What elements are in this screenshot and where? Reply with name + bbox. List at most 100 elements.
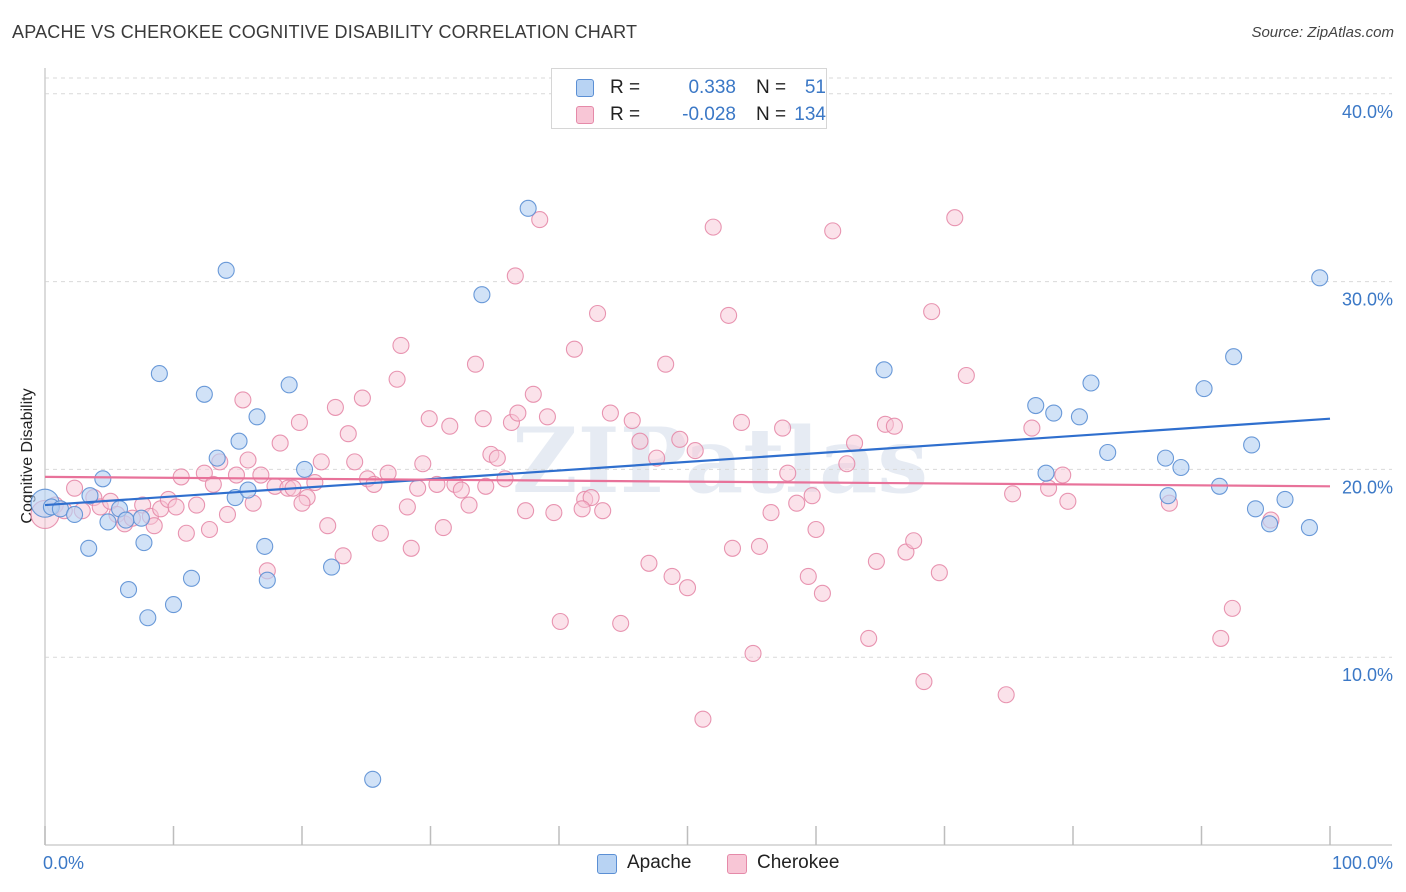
- legend-label: Apache: [627, 852, 692, 873]
- apache-point: [99, 513, 117, 531]
- source-credit: Source: ZipAtlas.com: [1251, 24, 1394, 41]
- cherokee-point: [923, 303, 941, 321]
- cherokee-point: [1004, 485, 1022, 503]
- cherokee-point: [838, 455, 856, 473]
- cherokee-point: [744, 644, 762, 662]
- apache-point: [1027, 396, 1045, 415]
- cherokee-point: [293, 494, 311, 512]
- r-value: 0.338: [688, 77, 736, 98]
- cherokee-point: [420, 410, 438, 428]
- y-tick-label: 10.0%: [1342, 665, 1393, 685]
- legend-label: Cherokee: [757, 852, 840, 873]
- y-tick-label: 20.0%: [1342, 477, 1393, 497]
- cherokee-point: [723, 539, 742, 557]
- cherokee-swatch: [576, 106, 594, 124]
- cherokee-swatch: [727, 854, 747, 874]
- cherokee-point: [460, 496, 478, 514]
- cherokee-point: [631, 432, 649, 450]
- cherokee-point: [788, 494, 806, 512]
- tick-labels: 10.0% 20.0% 30.0% 40.0% 0.0% 100.0%: [43, 102, 1393, 873]
- x-tick-label: 0.0%: [43, 853, 84, 873]
- cherokee-point: [663, 567, 681, 585]
- cherokee-point: [915, 673, 933, 691]
- cherokee-point: [188, 496, 206, 514]
- x-tick-label: 100.0%: [1332, 853, 1393, 873]
- cherokee-point: [720, 306, 738, 324]
- cherokee-point: [1223, 599, 1241, 617]
- cherokee-point: [531, 211, 549, 229]
- apache-point: [519, 199, 537, 217]
- cherokee-point: [488, 449, 506, 467]
- apache-point: [1225, 348, 1243, 366]
- cherokee-point: [640, 554, 658, 572]
- cherokee-point: [657, 355, 675, 373]
- cherokee-point: [813, 584, 831, 602]
- series-legend: Apache Cherokee: [0, 852, 1406, 878]
- cherokee-point: [474, 410, 492, 428]
- cherokee-point: [1212, 629, 1230, 647]
- apache-swatch: [597, 854, 617, 874]
- cherokee-point: [732, 413, 751, 431]
- cherokee-point: [762, 504, 780, 522]
- apache-point: [1195, 380, 1213, 398]
- cherokee-point: [538, 408, 556, 426]
- cherokee-point: [312, 453, 330, 471]
- n-value: 51: [804, 77, 826, 98]
- cherokee-points: [30, 209, 1280, 728]
- apache-point: [296, 460, 314, 478]
- cherokee-point: [671, 430, 689, 448]
- apache-point: [1261, 515, 1279, 533]
- apache-point: [473, 286, 491, 304]
- cherokee-point: [774, 419, 792, 437]
- cherokee-point: [678, 579, 697, 597]
- cherokee-point: [339, 425, 357, 443]
- cherokee-point: [1023, 419, 1041, 437]
- cherokee-point: [694, 710, 712, 728]
- apache-point: [1099, 443, 1117, 462]
- cherokee-point: [612, 614, 630, 632]
- cherokee-point: [66, 479, 84, 497]
- cherokee-point: [573, 500, 591, 518]
- cherokee-point: [623, 412, 641, 430]
- apache-trend-line: [44, 417, 1331, 507]
- cherokee-point: [200, 520, 219, 539]
- apache-point: [875, 361, 893, 379]
- apache-point: [1037, 464, 1055, 482]
- apache-point: [94, 470, 112, 488]
- cherokee-point: [648, 449, 666, 467]
- apache-point: [139, 609, 157, 627]
- apache-point: [230, 432, 248, 450]
- cherokee-point: [227, 466, 246, 484]
- chart-title: APACHE VS CHEROKEE COGNITIVE DISABILITY …: [12, 22, 638, 42]
- apache-point: [1172, 458, 1190, 477]
- cherokee-point: [239, 451, 257, 469]
- apache-point: [119, 581, 138, 599]
- apache-swatch: [576, 79, 594, 97]
- cherokee-point: [218, 505, 237, 524]
- apache-point: [150, 365, 168, 383]
- cherokee-point: [477, 477, 495, 495]
- apache-point: [1070, 408, 1088, 426]
- cherokee-point: [177, 524, 195, 542]
- n-label: N =: [756, 77, 787, 98]
- apache-point: [1159, 487, 1177, 505]
- apache-point: [217, 261, 235, 279]
- cherokee-point: [271, 434, 289, 452]
- apache-point: [323, 558, 341, 576]
- apache-point: [117, 511, 135, 529]
- apache-point: [248, 408, 266, 426]
- cherokee-point: [750, 537, 769, 555]
- cherokee-point: [524, 385, 542, 403]
- cherokee-point: [565, 340, 583, 358]
- cherokee-point: [346, 453, 364, 471]
- correlation-legend: R = 0.338 N = 51 R = -0.028 N = 134: [551, 68, 827, 129]
- cherokee-point: [409, 479, 427, 497]
- cherokee-point: [204, 475, 222, 493]
- cherokee-point: [997, 686, 1015, 704]
- r-value: -0.028: [682, 104, 736, 125]
- cherokee-point: [551, 612, 569, 631]
- cherokee-point: [402, 539, 420, 557]
- cherokee-point: [334, 547, 352, 565]
- watermark: ZIPatlas: [512, 408, 928, 514]
